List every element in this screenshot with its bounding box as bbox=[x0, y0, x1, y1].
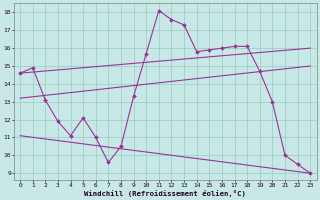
X-axis label: Windchill (Refroidissement éolien,°C): Windchill (Refroidissement éolien,°C) bbox=[84, 190, 246, 197]
